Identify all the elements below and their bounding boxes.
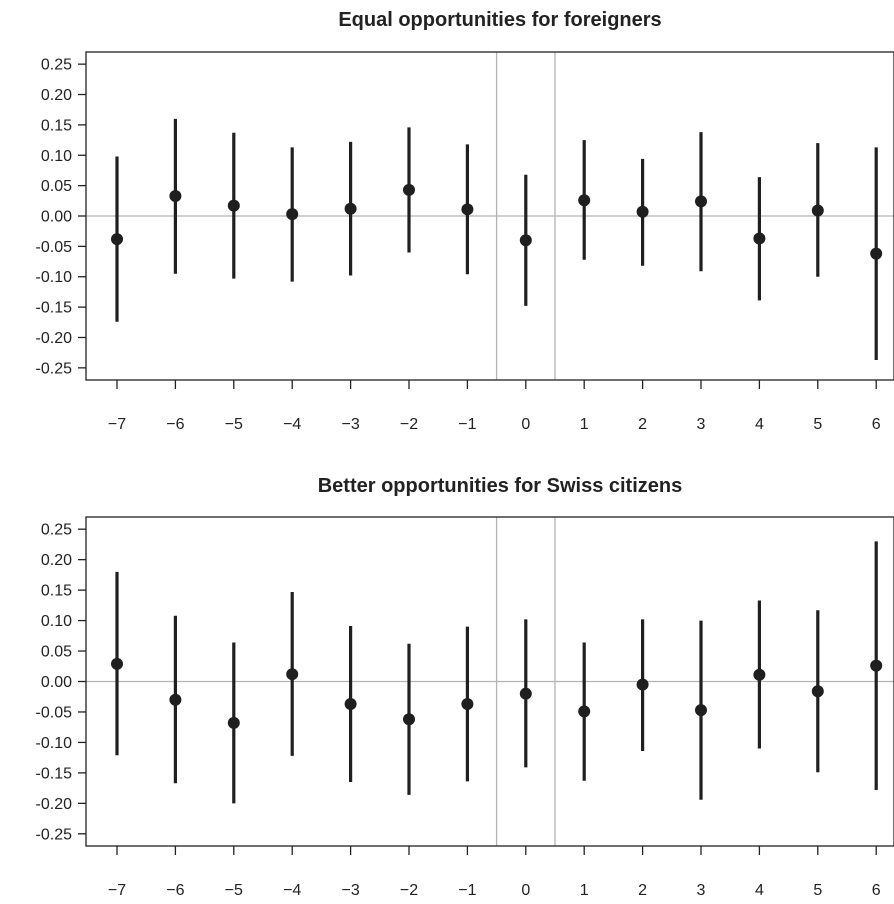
point-estimate	[461, 203, 474, 216]
y-axis: -0.25 -0.20 -0.15 -0.10 -0.05 0.00 0.05 0.10 0.1…	[36, 522, 86, 843]
y-tick-label: -0.15	[36, 765, 73, 782]
x-axis: −7 −6 −5 −4 −3 −2 −1 0 1 2 3 4 5 6	[108, 380, 881, 433]
y-tick-label: -0.25	[36, 360, 73, 377]
point-estimate	[753, 232, 766, 245]
point-estimate	[811, 685, 824, 698]
point-estimate	[227, 716, 240, 729]
point-estimate	[519, 234, 532, 247]
y-tick-label: 0.25	[41, 57, 72, 74]
point-estimate	[403, 713, 415, 726]
x-tick-label: −1	[458, 416, 476, 433]
x-tick-label: −2	[400, 882, 418, 899]
y-tick-label: 0.05	[41, 178, 72, 195]
reference-lines	[86, 52, 894, 380]
x-tick-label: −5	[225, 882, 243, 899]
x-tick-label: −3	[341, 416, 359, 433]
x-tick-label: −7	[108, 882, 126, 899]
x-tick-label: 5	[813, 416, 822, 433]
y-tick-label: -0.10	[36, 269, 73, 286]
x-tick-label: −2	[400, 416, 418, 433]
y-tick-label: -0.05	[36, 704, 73, 721]
point-estimate	[169, 693, 182, 706]
chart-title: Equal opportunities for foreigners	[338, 9, 661, 31]
x-tick-label: −7	[108, 416, 126, 433]
y-tick-label: -0.05	[36, 239, 73, 256]
point-estimate	[519, 687, 532, 700]
x-tick-label: 3	[697, 882, 706, 899]
point-estimate	[636, 205, 649, 218]
x-tick-label: −6	[166, 416, 184, 433]
estimate-marks	[111, 541, 883, 804]
x-tick-label: −4	[283, 882, 301, 899]
y-tick-label: -0.10	[36, 735, 73, 752]
x-tick-label: −3	[341, 882, 359, 899]
y-tick-label: 0.05	[41, 644, 72, 661]
point-estimate	[636, 678, 649, 691]
panel-equal-opportunities-foreigners: Equal opportunities for foreigners-0.25-…	[36, 9, 894, 433]
x-tick-label: 1	[580, 882, 589, 899]
y-tick-label: -0.25	[36, 826, 73, 843]
y-tick-label: -0.20	[36, 796, 73, 813]
point-estimate	[695, 704, 707, 717]
x-tick-label: 1	[580, 416, 589, 433]
y-tick-label: 0.00	[41, 674, 72, 691]
y-tick-label: -0.20	[36, 330, 73, 347]
x-tick-label: 5	[813, 882, 822, 899]
x-tick-label: 0	[521, 882, 530, 899]
y-tick-label: 0.10	[41, 613, 72, 630]
point-estimate	[578, 194, 591, 207]
point-estimate	[227, 199, 240, 212]
reference-lines	[86, 517, 894, 846]
y-axis: -0.25 -0.20 -0.15 -0.10 -0.05 0.00 0.05 0.10 0.1…	[36, 57, 86, 377]
x-tick-label: −5	[225, 416, 243, 433]
y-tick-label: 0.15	[41, 117, 72, 134]
x-tick-label: 4	[755, 882, 764, 899]
x-tick-label: 2	[638, 416, 647, 433]
x-tick-label: 6	[872, 882, 881, 899]
x-tick-label: 3	[697, 416, 706, 433]
point-estimate	[870, 247, 883, 260]
x-axis: −7 −6 −5 −4 −3 −2 −1 0 1 2 3 4 5 6	[108, 846, 881, 899]
x-tick-label: 0	[521, 416, 530, 433]
y-tick-label: 0.25	[41, 522, 72, 539]
point-estimate	[286, 208, 299, 221]
y-tick-label: 0.00	[41, 209, 72, 226]
point-estimate	[111, 657, 123, 670]
y-tick-label: -0.15	[36, 300, 73, 317]
y-tick-label: 0.20	[41, 87, 72, 104]
x-tick-label: −4	[283, 416, 301, 433]
point-estimate	[753, 668, 766, 681]
point-estimate	[344, 202, 357, 215]
point-estimate	[578, 705, 591, 718]
point-estimate	[870, 659, 883, 672]
x-tick-label: 4	[755, 416, 764, 433]
y-tick-label: 0.10	[41, 148, 72, 165]
point-estimate	[695, 195, 707, 208]
x-tick-label: 6	[872, 416, 881, 433]
point-estimate	[344, 698, 357, 711]
point-estimate	[811, 204, 824, 217]
panel-better-opportunities-swiss: Better opportunities for Swiss citizens -…	[36, 475, 894, 899]
x-tick-label: −6	[166, 882, 184, 899]
y-tick-label: 0.15	[41, 583, 72, 600]
point-estimate	[461, 698, 474, 711]
estimate-marks	[111, 118, 883, 360]
point-estimate	[169, 189, 182, 202]
point-estimate	[286, 668, 299, 681]
chart-title: Better opportunities for Swiss citizens	[318, 475, 683, 497]
y-tick-label: 0.20	[41, 552, 72, 569]
point-estimate	[403, 183, 415, 196]
x-tick-label: −1	[458, 882, 476, 899]
point-estimate	[111, 233, 123, 246]
x-tick-label: 2	[638, 882, 647, 899]
